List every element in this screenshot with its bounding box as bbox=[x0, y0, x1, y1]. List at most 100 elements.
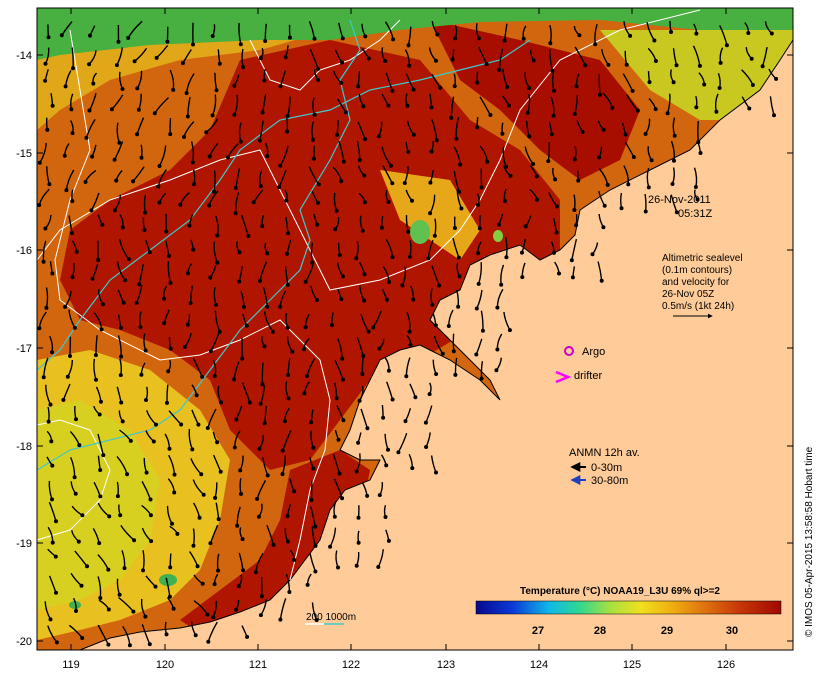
velocity-arrow-head bbox=[527, 134, 532, 139]
velocity-arrow-head bbox=[630, 88, 635, 93]
velocity-arrow-head bbox=[74, 609, 78, 613]
velocity-arrow-head bbox=[205, 612, 210, 617]
velocity-arrow-head bbox=[251, 200, 256, 205]
velocity-arrow-head bbox=[424, 445, 429, 449]
green-band-north bbox=[37, 8, 793, 60]
velocity-arrow-head bbox=[476, 202, 480, 207]
velocity-arrow-head bbox=[178, 202, 183, 207]
velocity-arrow-head bbox=[577, 33, 582, 38]
velocity-arrow-head bbox=[671, 80, 676, 85]
velocity-arrow-head bbox=[760, 64, 765, 69]
velocity-arrow-head bbox=[303, 279, 308, 284]
velocity-arrow-head bbox=[257, 446, 262, 451]
velocity-arrow-head bbox=[474, 352, 479, 357]
velocity-arrow-head bbox=[216, 517, 221, 522]
velocity-arrow-head bbox=[410, 466, 415, 471]
velocity-arrow-head bbox=[390, 88, 395, 93]
velocity-arrow-head bbox=[256, 514, 261, 519]
velocity-arrow-head bbox=[356, 515, 361, 520]
velocity-arrow-head bbox=[619, 206, 624, 211]
velocity-arrow bbox=[598, 74, 601, 95]
velocity-arrow-head bbox=[98, 399, 103, 404]
velocity-arrow-head bbox=[362, 200, 367, 205]
velocity-arrow-head bbox=[119, 354, 124, 359]
velocity-arrow-head bbox=[283, 55, 288, 60]
velocity-arrow-head bbox=[232, 112, 237, 117]
velocity-arrow-head bbox=[204, 130, 209, 135]
velocity-arrow-head bbox=[143, 614, 148, 619]
velocity-arrow-head bbox=[357, 158, 362, 163]
velocity-arrow-head bbox=[271, 542, 276, 547]
velocity-arrow-head bbox=[534, 174, 539, 179]
velocity-arrow-head bbox=[665, 111, 670, 116]
velocity-arrow-head bbox=[477, 226, 482, 231]
velocity-arrow-head bbox=[457, 189, 462, 194]
velocity-arrow-head bbox=[365, 493, 370, 498]
velocity-arrow-head bbox=[286, 373, 291, 378]
velocity-arrow-head bbox=[185, 322, 190, 327]
velocity-arrow-head bbox=[215, 260, 220, 265]
velocity-arrow-head bbox=[79, 583, 84, 588]
velocity-arrow-head bbox=[45, 127, 50, 132]
velocity-arrow-head bbox=[62, 153, 67, 158]
velocity-arrow-head bbox=[576, 178, 581, 183]
velocity-arrow-head bbox=[195, 564, 200, 569]
velocity-arrow-head bbox=[371, 325, 376, 330]
velocity-arrow-head bbox=[714, 109, 719, 114]
velocity-arrow-head bbox=[480, 328, 485, 333]
velocity-arrow-head bbox=[216, 568, 221, 573]
velocity-arrow-head bbox=[551, 113, 556, 118]
velocity-arrow-head bbox=[386, 103, 391, 108]
velocity-arrow-head bbox=[253, 570, 258, 575]
velocity-arrow-head bbox=[356, 440, 361, 445]
velocity-arrow-head bbox=[121, 300, 126, 305]
velocity-arrow bbox=[169, 553, 172, 568]
velocity-arrow-head bbox=[83, 179, 88, 184]
velocity-arrow-head bbox=[361, 104, 366, 109]
velocity-arrow-head bbox=[72, 475, 77, 480]
velocity-arrow-head bbox=[43, 61, 48, 66]
cool-water-region-ne bbox=[600, 30, 793, 120]
velocity-arrow-head bbox=[54, 640, 59, 645]
velocity-arrow-head bbox=[50, 271, 55, 276]
velocity-arrow-head bbox=[232, 445, 237, 450]
velocity-arrow-head bbox=[278, 84, 283, 89]
velocity-arrow-head bbox=[143, 210, 148, 215]
lat-tick-label: -15 bbox=[16, 148, 32, 160]
velocity-arrow-head bbox=[270, 329, 275, 334]
velocity-arrow-head bbox=[285, 251, 289, 256]
velocity-arrow-head bbox=[193, 633, 198, 638]
velocity-arrow-head bbox=[106, 607, 111, 612]
velocity-arrow-head bbox=[262, 78, 267, 83]
velocity-arrow-head bbox=[171, 87, 176, 92]
velocity-arrow-head bbox=[37, 326, 42, 331]
velocity-arrow-head bbox=[433, 323, 438, 328]
velocity-arrow-head bbox=[429, 105, 434, 110]
velocity-arrow-head bbox=[453, 36, 458, 41]
velocity-arrow-head bbox=[285, 514, 290, 518]
velocity-arrow-head bbox=[70, 199, 75, 204]
velocity-arrow-head bbox=[314, 298, 319, 302]
velocity-arrow-head bbox=[649, 158, 654, 163]
velocity-arrow-head bbox=[213, 495, 218, 500]
lon-tick-label: 124 bbox=[530, 659, 548, 671]
velocity-arrow-head bbox=[74, 249, 79, 254]
velocity-arrow-head bbox=[475, 80, 480, 85]
velocity-arrow-head bbox=[101, 302, 105, 307]
velocity-arrow-head bbox=[218, 469, 223, 474]
velocity-arrow-head bbox=[126, 257, 131, 262]
green-patch bbox=[410, 220, 430, 244]
velocity-arrow-head bbox=[590, 252, 595, 257]
velocity-arrow-head bbox=[554, 204, 559, 209]
velocity-arrow-head bbox=[278, 163, 283, 168]
velocity-arrow-head bbox=[109, 107, 114, 112]
velocity-arrow-head bbox=[316, 182, 321, 187]
velocity-arrow-head bbox=[434, 58, 438, 63]
velocity-arrow-head bbox=[302, 391, 307, 396]
velocity-arrow-head bbox=[285, 325, 290, 330]
velocity-arrow-head bbox=[410, 198, 414, 203]
velocity-arrow-head bbox=[361, 354, 366, 358]
velocity-arrow-head bbox=[316, 66, 321, 71]
velocity-arrow-head bbox=[332, 514, 337, 519]
lon-tick-label: 123 bbox=[437, 659, 455, 671]
